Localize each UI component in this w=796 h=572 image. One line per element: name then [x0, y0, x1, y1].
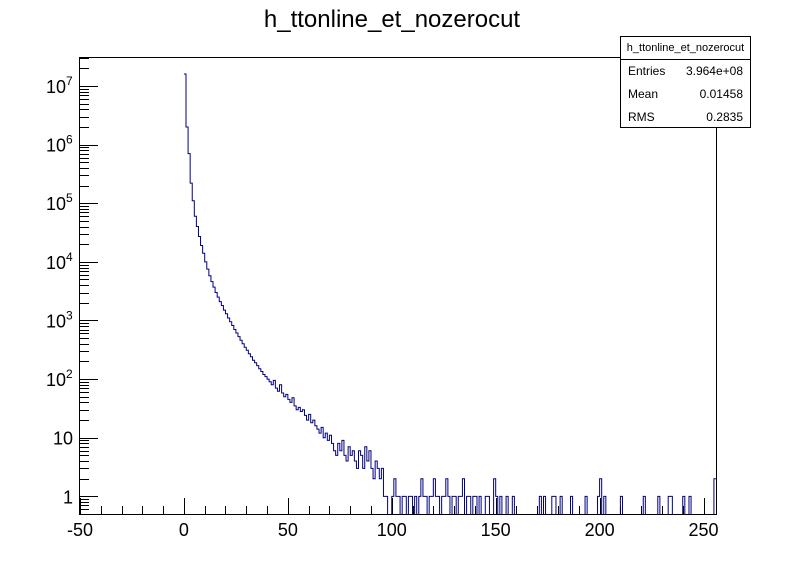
y-tick-label: 104: [46, 250, 73, 273]
stats-title: h_ttonline_et_nozerocut: [621, 37, 750, 60]
x-tick-label: 150: [481, 520, 511, 540]
x-tick-label: 250: [689, 520, 719, 540]
y-tick-label: 107: [46, 74, 73, 97]
plot-frame: [79, 57, 717, 515]
x-tick-label: -50: [67, 520, 93, 540]
x-tick-label: 0: [179, 520, 189, 540]
y-tick-label: 106: [46, 133, 73, 156]
chart-title: h_ttonline_et_nozerocut: [264, 6, 521, 33]
axis-ticks: [80, 58, 705, 515]
stats-entries-label: Entries: [628, 64, 666, 78]
axis-tick-labels: -50 0 50 100 150 200 250 1 10 102 103 104 105 106 107: [46, 74, 719, 540]
x-tick-label: 100: [377, 520, 407, 540]
y-tick-label: 1: [63, 487, 73, 507]
x-tick-label: 200: [585, 520, 615, 540]
y-tick-label: 102: [46, 367, 73, 390]
stats-row-rms: RMS 0.2835: [621, 106, 750, 129]
stats-entries-value: 3.964e+08: [685, 64, 743, 78]
y-tick-label: 105: [46, 191, 73, 214]
stats-row-entries: Entries 3.964e+08: [621, 60, 750, 83]
x-tick-label: 50: [278, 520, 298, 540]
stats-row-mean: Mean 0.01458: [621, 83, 750, 106]
stats-rms-value: 0.2835: [706, 110, 743, 124]
y-tick-label: 103: [46, 308, 73, 331]
stats-box: h_ttonline_et_nozerocut Entries 3.964e+0…: [620, 36, 751, 128]
stats-mean-value: 0.01458: [699, 87, 743, 101]
stats-mean-label: Mean: [628, 87, 659, 101]
stats-rms-label: RMS: [628, 110, 655, 124]
y-tick-label: 10: [53, 429, 73, 449]
histogram-outline: [183, 73, 716, 514]
